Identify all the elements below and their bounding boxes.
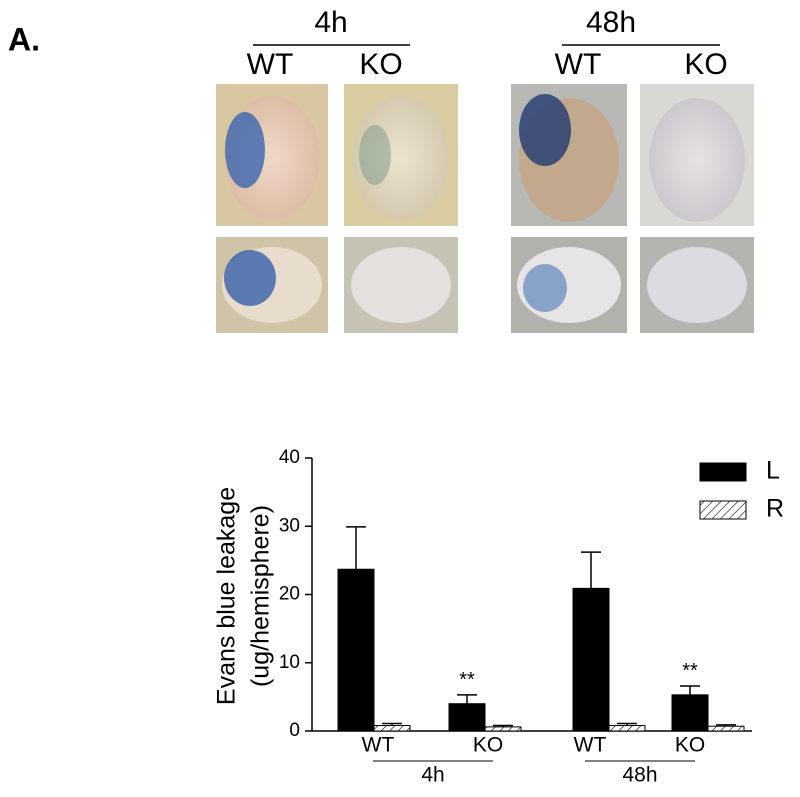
time-header: 4h <box>314 6 347 39</box>
time-header: 48h <box>586 6 636 39</box>
annotation: ** <box>459 669 475 691</box>
legend-swatch <box>699 500 747 520</box>
panel-label: A. <box>8 21 40 57</box>
y-tick-label: 20 <box>279 584 300 605</box>
legend-label: L <box>766 457 780 485</box>
brain <box>649 98 745 222</box>
y-label: (ug/hemisphere) <box>247 505 275 687</box>
genotype-header: KO <box>684 48 727 81</box>
y-tick-label: 40 <box>279 447 300 468</box>
bar <box>337 568 375 732</box>
bar <box>448 703 486 732</box>
x-tick-label: KO <box>473 734 503 757</box>
genotype-header: WT <box>247 48 294 81</box>
group-label: 4h <box>421 764 444 787</box>
y-tick-label: 30 <box>279 515 300 536</box>
stain <box>523 264 567 312</box>
x-tick-label: KO <box>675 734 705 757</box>
x-tick-label: WT <box>362 734 395 757</box>
x-tick-label: WT <box>574 734 607 757</box>
legend-label: R <box>766 495 784 523</box>
stain <box>359 125 391 185</box>
annotation: ** <box>682 660 698 682</box>
stain <box>519 94 571 166</box>
group-label: 48h <box>622 764 657 787</box>
bar <box>608 725 646 732</box>
legend-swatch <box>699 462 747 482</box>
y-label: Evans blue leakage <box>213 487 241 705</box>
y-tick-label: 0 <box>289 720 300 741</box>
bar <box>484 726 522 732</box>
stain <box>225 112 265 188</box>
genotype-header: WT <box>555 48 602 81</box>
slice <box>351 247 451 323</box>
slice <box>647 247 747 323</box>
genotype-header: KO <box>359 48 402 81</box>
stain <box>224 250 276 306</box>
y-tick-label: 10 <box>279 652 300 673</box>
bar <box>707 725 745 732</box>
bar <box>671 694 709 732</box>
photos <box>216 84 754 333</box>
bar <box>373 725 411 732</box>
bar <box>572 587 610 732</box>
